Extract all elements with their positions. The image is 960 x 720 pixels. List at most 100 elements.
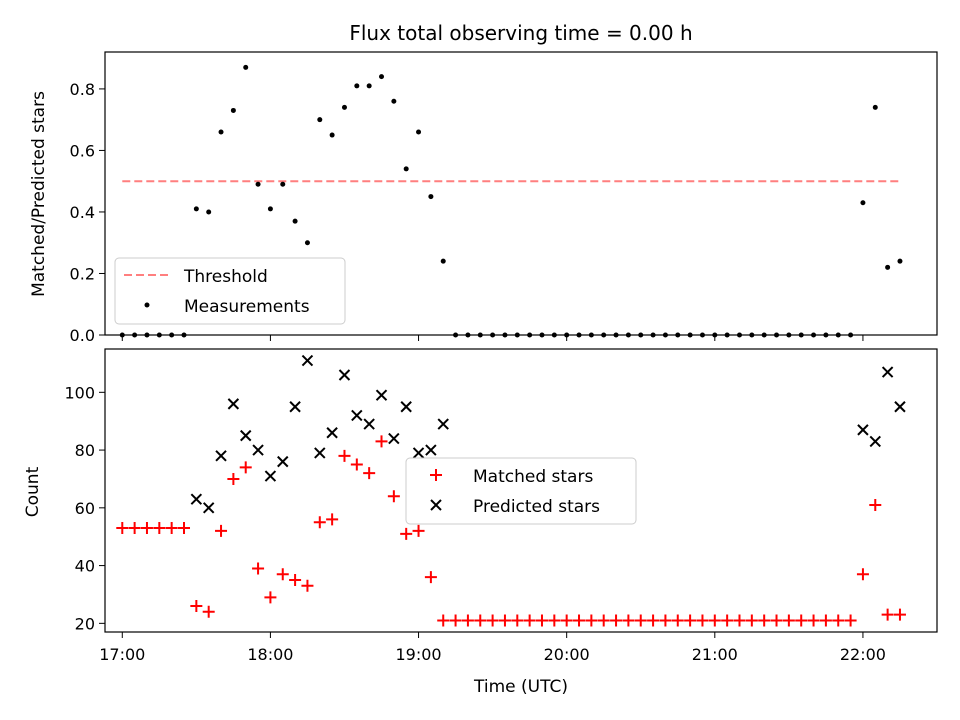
measurement-point bbox=[897, 258, 903, 264]
predicted-point bbox=[227, 398, 240, 410]
matched-point bbox=[202, 605, 215, 618]
matched-point bbox=[622, 614, 635, 627]
top-ytick-label: 0.8 bbox=[70, 80, 95, 99]
measurement-point bbox=[638, 332, 644, 338]
matched-point bbox=[252, 562, 265, 575]
top-legend: Threshold Measurements bbox=[114, 257, 346, 325]
measurement-point bbox=[218, 129, 224, 135]
matched-point bbox=[511, 614, 524, 627]
matched-point bbox=[363, 467, 376, 480]
measurements-legend-swatch bbox=[144, 302, 150, 308]
matched-point bbox=[165, 522, 178, 535]
measurement-point bbox=[119, 332, 125, 338]
matched-point bbox=[684, 614, 697, 627]
bottom-xtick-label: 21:00 bbox=[692, 645, 738, 664]
measurement-point bbox=[514, 332, 520, 338]
measurement-point bbox=[749, 332, 755, 338]
matched-point bbox=[634, 614, 647, 627]
measurement-point bbox=[675, 332, 681, 338]
bottom-xtick-label: 20:00 bbox=[544, 645, 590, 664]
predicted-point bbox=[314, 447, 326, 459]
measurement-point bbox=[416, 129, 422, 135]
measurement-point bbox=[551, 332, 557, 338]
measurement-point bbox=[267, 206, 273, 212]
predicted-point bbox=[202, 502, 215, 514]
measurement-point bbox=[885, 264, 891, 270]
matched-stars-series bbox=[116, 435, 906, 627]
matched-point bbox=[338, 449, 351, 462]
predicted-point bbox=[351, 409, 363, 422]
predicted-legend-swatch bbox=[430, 499, 442, 511]
matched-point bbox=[659, 614, 672, 627]
matched-point bbox=[486, 614, 499, 627]
measurement-point bbox=[576, 332, 582, 338]
matched-point bbox=[708, 614, 721, 627]
matched-point bbox=[573, 614, 586, 627]
matched-point bbox=[350, 458, 363, 471]
matched-point bbox=[276, 568, 289, 581]
matched-point bbox=[770, 614, 783, 627]
matched-point bbox=[610, 614, 623, 627]
top-ytick-label: 0.0 bbox=[70, 326, 95, 345]
measurement-point bbox=[465, 332, 471, 338]
measurement-point bbox=[613, 332, 619, 338]
matched-point bbox=[227, 472, 240, 485]
matched-point bbox=[671, 614, 684, 627]
measurement-point bbox=[527, 332, 533, 338]
predicted-legend-label: Predicted stars bbox=[473, 497, 600, 517]
matched-point bbox=[721, 614, 734, 627]
measurement-point bbox=[650, 332, 656, 338]
predicted-point bbox=[437, 418, 449, 430]
bottom-ytick-label: 80 bbox=[75, 441, 95, 460]
x-axis-label: Time (UTC) bbox=[473, 677, 568, 697]
matched-point bbox=[128, 522, 141, 535]
measurement-point bbox=[798, 332, 804, 338]
matched-point bbox=[326, 513, 339, 526]
bottom-axes-frame bbox=[104, 348, 938, 633]
measurement-point bbox=[391, 98, 397, 104]
matched-point bbox=[289, 574, 302, 587]
predicted-point bbox=[326, 427, 338, 439]
bottom-xtick-label: 17:00 bbox=[99, 645, 145, 664]
top-axes-frame bbox=[104, 51, 938, 336]
bottom-legend: Matched stars Predicted stars bbox=[405, 457, 637, 525]
bottom-legend-box bbox=[405, 457, 637, 525]
matched-point bbox=[301, 579, 314, 592]
measurement-point bbox=[736, 332, 742, 338]
matched-point bbox=[869, 498, 882, 511]
matched-point bbox=[437, 614, 450, 627]
matched-point bbox=[758, 614, 771, 627]
predicted-point bbox=[388, 432, 400, 445]
top-ylabel: Matched/Predicted stars bbox=[29, 91, 49, 297]
matched-point bbox=[498, 614, 511, 627]
matched-point bbox=[178, 522, 191, 535]
bottom-xtick-label: 22:00 bbox=[840, 645, 886, 664]
top-plot-area: 0.0 0.2 0.4 0.6 0.8 bbox=[70, 51, 938, 345]
matched-point bbox=[400, 527, 413, 540]
predicted-point bbox=[869, 435, 881, 448]
measurement-point bbox=[835, 332, 841, 338]
measurement-point bbox=[724, 332, 730, 338]
measurement-point bbox=[453, 332, 459, 338]
matched-point bbox=[190, 600, 203, 613]
predicted-point bbox=[425, 444, 437, 456]
measurement-point bbox=[687, 332, 693, 338]
matched-point bbox=[375, 435, 388, 448]
measurement-point bbox=[823, 332, 829, 338]
measurement-point bbox=[144, 332, 150, 338]
matched-point bbox=[412, 524, 425, 537]
top-ytick-label: 0.6 bbox=[70, 141, 95, 160]
matched-point bbox=[819, 614, 832, 627]
measurement-point bbox=[181, 332, 187, 338]
matched-point bbox=[140, 522, 153, 535]
measurement-point bbox=[379, 74, 385, 80]
measurement-point bbox=[712, 332, 718, 338]
measurement-point bbox=[502, 332, 508, 338]
measurement-point bbox=[304, 240, 310, 246]
matched-point bbox=[745, 614, 758, 627]
predicted-point bbox=[400, 401, 412, 413]
matched-point bbox=[153, 522, 166, 535]
measurement-point bbox=[193, 206, 199, 212]
bottom-plot-area: 20 40 60 80 100 17:00 18:00 19:00 20:00 21:00 22:0… bbox=[64, 348, 938, 664]
predicted-point bbox=[894, 401, 906, 413]
